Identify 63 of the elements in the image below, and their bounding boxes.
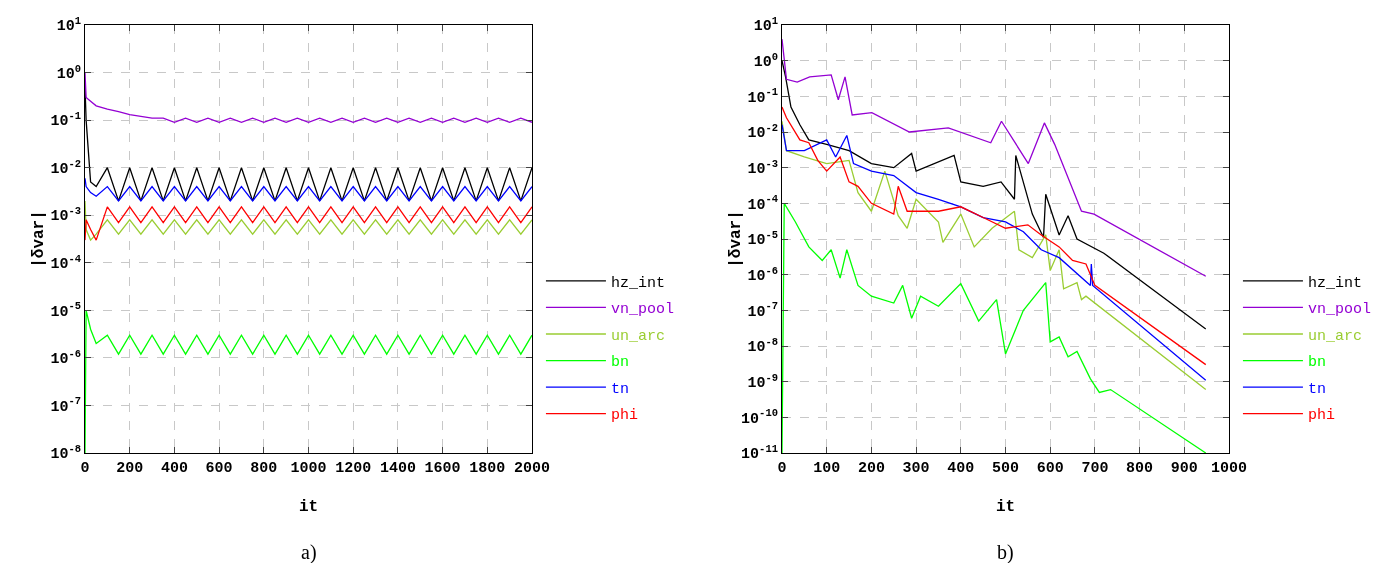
legend-label: hz_int [610,274,665,292]
x-tick-label: 1000 [290,460,327,477]
legend-label: bn [610,354,629,372]
y-tick-label: 10$^{-1}$ [747,86,778,107]
x-tick-label: 300 [902,460,930,477]
x-tick-label: 900 [1170,460,1198,477]
legend-label: un_arc [1307,327,1362,345]
x-axis-title: it [995,498,1016,516]
y-tick-label: 10$^{-2}$ [747,121,778,143]
x-tick-label: 800 [250,460,278,477]
y-tick-label: 10$^{0}$ [56,62,81,83]
y-tick-label: 10$^{-7}$ [50,395,81,416]
x-tick-label: 200 [857,460,885,477]
legend-label: vn_pool [1307,301,1371,319]
y-tick-label: 10$^{-2}$ [50,157,81,178]
y-tick-label: 10$^{-6}$ [50,347,81,369]
x-tick-label: 800 [1126,460,1154,477]
x-tick-label: 2000 [513,460,551,477]
x-tick-label: 500 [991,460,1020,477]
y-axis-title: |δvar| [30,210,48,268]
text: b) [997,541,1014,563]
x-tick-label: 1800 [469,460,506,477]
x-tick-label: 1000 [1210,460,1248,477]
x-tick-label: 600 [1036,460,1064,477]
x-axis-title: it [298,498,319,516]
y-tick-label: 10$^{-4}$ [50,252,81,274]
x-tick-label: 0 [80,460,90,477]
y-tick-label: 10$^{1}$ [753,14,778,36]
x-tick-label: 0 [777,460,787,477]
legend-label: phi [1307,407,1335,425]
x-tick-label: 600 [205,460,233,477]
y-tick-label: 10$^{-8}$ [50,442,81,464]
y-tick-label: 10$^{-8}$ [747,335,778,357]
y-tick-label: 10$^{-5}$ [747,228,778,250]
y-tick-label: 10$^{-4}$ [747,193,778,214]
y-tick-label: 10$^{-6}$ [747,264,778,285]
legend-label: vn_pool [610,301,674,319]
x-tick-label: 700 [1081,460,1109,477]
legend-label: phi [610,407,638,425]
y-tick-label: 10$^{-3}$ [50,205,81,226]
x-tick-label: 200 [116,460,144,477]
y-tick-label: 10$^{-3}$ [747,157,778,178]
x-tick-label: 400 [160,460,188,477]
text: a) [301,541,317,563]
y-tick-label: 10$^{-7}$ [747,300,778,321]
legend-label: hz_int [1307,274,1362,292]
x-tick-label: 400 [947,460,975,477]
x-tick-label: 1600 [424,460,461,477]
y-tick-label: 10$^{-5}$ [50,300,81,321]
y-tick-label: 10$^{-9}$ [747,371,778,392]
legend-label: un_arc [610,327,665,345]
y-tick-label: 10$^{-11}$ [741,442,778,464]
legend-label: tn [610,380,629,398]
legend-label: bn [1307,354,1326,372]
y-tick-label: 10$^{-10}$ [741,407,778,428]
x-tick-label: 100 [813,460,841,477]
y-axis-title: |δvar| [727,210,745,268]
y-tick-label: 10$^{0}$ [753,50,778,71]
y-tick-label: 10$^{-1}$ [50,110,81,131]
y-tick-label: 10$^{1}$ [56,14,81,36]
x-tick-label: 1200 [335,460,372,477]
legend-label: tn [1307,380,1326,398]
x-tick-label: 1400 [379,460,416,477]
